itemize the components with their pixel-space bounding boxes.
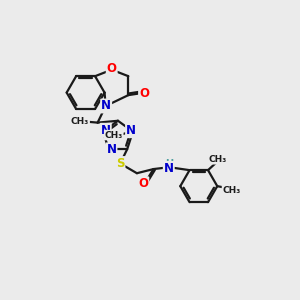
Text: N: N <box>101 124 111 137</box>
Text: H: H <box>165 158 173 169</box>
Text: CH₃: CH₃ <box>223 186 241 195</box>
Text: S: S <box>116 157 124 170</box>
Text: N: N <box>101 100 111 112</box>
Text: CH₃: CH₃ <box>71 117 89 126</box>
Text: N: N <box>106 143 116 156</box>
Text: CH₃: CH₃ <box>105 130 123 140</box>
Text: O: O <box>139 87 149 100</box>
Text: CH₃: CH₃ <box>209 155 227 164</box>
Text: N: N <box>164 162 174 175</box>
Text: O: O <box>107 62 117 75</box>
Text: O: O <box>138 177 148 190</box>
Text: N: N <box>126 124 136 137</box>
